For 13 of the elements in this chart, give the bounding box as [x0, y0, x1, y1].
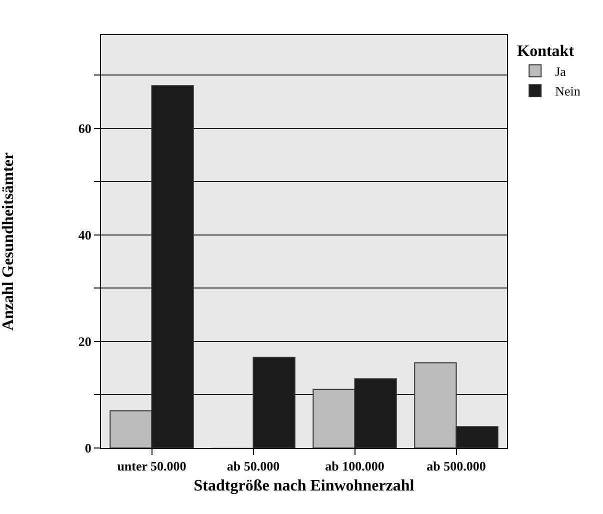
y-tick-label: 60	[78, 120, 92, 136]
x-tick-label: ab 50.000	[226, 458, 280, 474]
x-tick-label: ab 500.000	[426, 458, 486, 474]
x-tick-label: ab 100.000	[325, 458, 384, 474]
y-tick-label: 20	[78, 334, 92, 349]
x-tick-label: unter 50.000	[117, 458, 186, 474]
legend-label: Ja	[555, 64, 566, 79]
y-axis-title: Anzahl Gesundheitsämter	[0, 152, 17, 331]
legend-title: Kontakt	[517, 42, 575, 60]
y-tick-label: 0	[84, 440, 92, 456]
legend-label: Nein	[555, 84, 581, 99]
x-axis-title: Stadtgröße nach Einwohnerzahl	[194, 477, 415, 494]
y-tick-label: 40	[78, 227, 92, 242]
